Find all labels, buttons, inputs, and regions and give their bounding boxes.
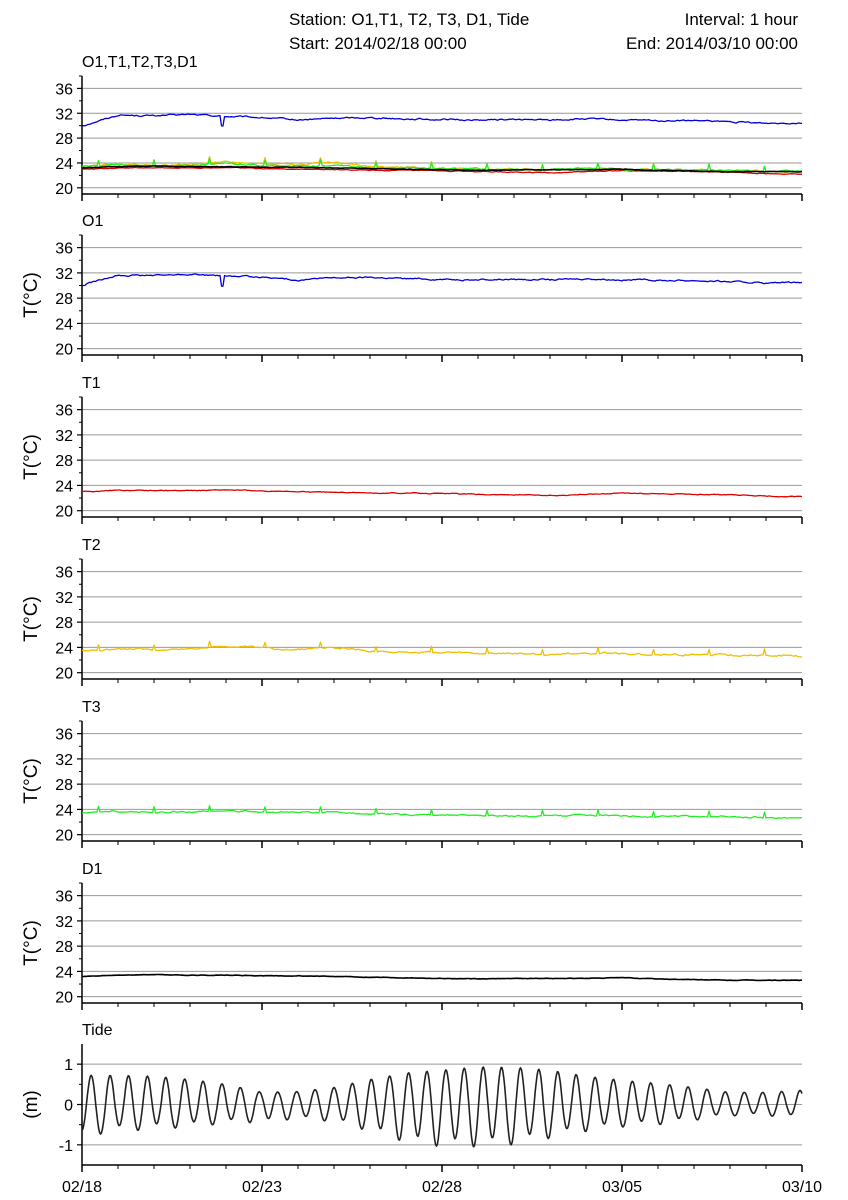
y-tick-label: 20	[55, 990, 73, 1007]
y-tick-label: 36	[55, 727, 73, 744]
y-tick-label: 20	[55, 504, 73, 521]
series-line-t2	[81, 640, 803, 658]
y-tick-label: 36	[55, 565, 73, 582]
panel-7: -1 0 1 02/18 02/23 02/28 03/05 03/10 Tide (m)	[21, 1022, 822, 1196]
y-tick-label: 24	[55, 478, 73, 495]
y-tick-label: 28	[55, 131, 73, 148]
series-line-tide	[81, 1066, 803, 1148]
y-tick-label: 28	[55, 615, 73, 632]
y-tick-label: 24	[55, 316, 73, 333]
x-tick-label: 03/05	[602, 1179, 642, 1196]
y-tick-label: 28	[55, 939, 73, 956]
end-label: End: 2014/03/10 00:00	[625, 34, 798, 53]
y-axis-label: (m)	[21, 1090, 42, 1118]
y-tick-label: 20	[55, 342, 73, 359]
x-tick-label: 02/23	[242, 1179, 282, 1196]
y-tick-label: 32	[55, 266, 73, 283]
y-tick-label: 24	[55, 964, 73, 981]
y-tick-label: 20	[55, 181, 73, 198]
y-tick-label: 32	[55, 106, 73, 123]
y-tick-label: 24	[55, 640, 73, 657]
y-tick-label: 36	[55, 81, 73, 98]
panel-title: T2	[82, 537, 101, 554]
y-tick-label: 36	[55, 241, 73, 258]
y-tick-label: 20	[55, 666, 73, 683]
y-tick-label: 24	[55, 156, 73, 173]
x-tick-label: 02/18	[62, 1179, 102, 1196]
y-axis-label: T(°C)	[21, 596, 42, 642]
x-tick-label: 02/28	[422, 1179, 462, 1196]
panel-title: Tide	[82, 1022, 113, 1039]
series-line-o1	[82, 273, 803, 287]
panel-title: O1	[82, 213, 103, 230]
station-label: Station: O1,T1, T2, T3, D1, Tide	[289, 10, 530, 29]
panel-6: 20 24 28 32 36 D1 T(°C)	[21, 861, 803, 1010]
y-tick-label: 1	[64, 1057, 73, 1074]
y-axis-label: T(°C)	[21, 758, 42, 804]
x-tick-label: 03/10	[782, 1179, 822, 1196]
y-tick-label: 32	[55, 914, 73, 931]
series-line-t1	[81, 489, 803, 498]
series-line-o1	[82, 113, 803, 127]
y-tick-label: -1	[59, 1138, 73, 1155]
y-tick-label: 28	[55, 291, 73, 308]
panel-5: 20 24 28 32 36 T3 T(°C)	[21, 699, 803, 848]
panel-title: T3	[82, 699, 101, 716]
panel-title: O1,T1,T2,T3,D1	[82, 54, 198, 71]
interval-label: Interval: 1 hour	[684, 10, 798, 29]
panel-1: 20 24 28 32 36 O1,T1,T2,T3,D1	[55, 54, 803, 201]
y-tick-label: 32	[55, 428, 73, 445]
panel-2: 20 24 28 32 36 O1 T(°C)	[21, 213, 803, 362]
y-axis-label: T(°C)	[21, 272, 42, 318]
y-tick-label: 36	[55, 403, 73, 420]
y-tick-label: 32	[55, 590, 73, 607]
y-axis-label: T(°C)	[21, 920, 42, 966]
series-line-d1	[81, 973, 803, 982]
y-axis-label: T(°C)	[21, 434, 42, 480]
panel-4: 20 24 28 32 36 T2 T(°C)	[21, 537, 803, 686]
start-label: Start: 2014/02/18 00:00	[289, 34, 467, 53]
y-tick-label: 28	[55, 453, 73, 470]
y-tick-label: 20	[55, 828, 73, 845]
series-line-d1	[81, 165, 802, 173]
y-tick-label: 32	[55, 752, 73, 769]
series-line-t3	[81, 804, 803, 820]
y-tick-label: 24	[55, 802, 73, 819]
y-tick-label: 36	[55, 889, 73, 906]
y-tick-label: 0	[64, 1098, 73, 1115]
y-tick-label: 28	[55, 777, 73, 794]
panel-title: T1	[82, 375, 101, 392]
panel-title: D1	[82, 861, 103, 878]
panel-3: 20 24 28 32 36 T1 T(°C)	[21, 375, 803, 524]
